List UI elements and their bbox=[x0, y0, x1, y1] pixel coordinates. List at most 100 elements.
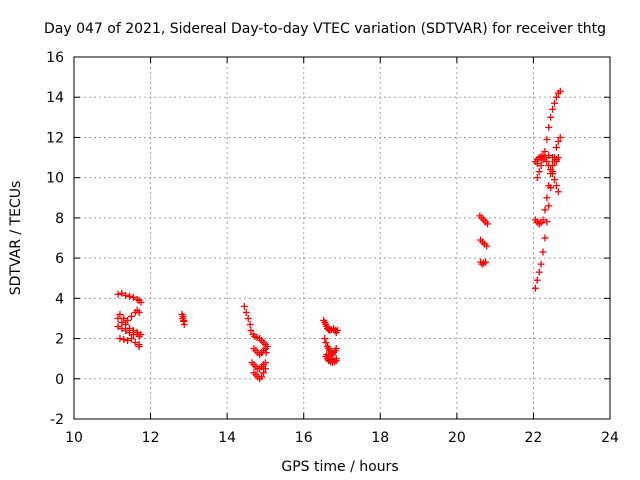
x-tick-label: 22 bbox=[525, 430, 543, 446]
x-tick-label: 24 bbox=[601, 430, 619, 446]
data-point bbox=[552, 93, 560, 101]
data-point bbox=[547, 170, 555, 178]
data-point bbox=[333, 327, 341, 335]
data-point bbox=[332, 355, 340, 363]
y-tick-label: 6 bbox=[55, 251, 64, 267]
chart-title: Day 047 of 2021, Sidereal Day-to-day VTE… bbox=[44, 21, 606, 37]
data-point bbox=[549, 105, 557, 113]
data-point bbox=[262, 349, 270, 357]
data-point bbox=[541, 148, 549, 156]
x-tick-label: 18 bbox=[371, 430, 389, 446]
data-point bbox=[180, 316, 188, 324]
data-point bbox=[483, 220, 491, 228]
y-tick-label: 8 bbox=[55, 211, 64, 227]
data-point bbox=[120, 336, 128, 344]
y-tick-label: 0 bbox=[55, 372, 64, 388]
y-tick-label: 2 bbox=[55, 332, 64, 348]
data-point bbox=[556, 133, 564, 141]
data-point bbox=[114, 314, 122, 322]
y-tick-label: 10 bbox=[46, 171, 64, 187]
data-point bbox=[118, 318, 126, 326]
data-point bbox=[549, 162, 557, 170]
data-point bbox=[547, 113, 555, 121]
y-tick-label: 4 bbox=[55, 291, 64, 307]
data-point bbox=[244, 314, 252, 322]
data-point bbox=[537, 156, 545, 164]
data-point bbox=[124, 337, 132, 345]
x-tick-label: 14 bbox=[218, 430, 236, 446]
data-point bbox=[556, 87, 564, 95]
x-axis-title: GPS time / hours bbox=[281, 459, 398, 475]
data-point bbox=[122, 327, 130, 335]
data-point bbox=[126, 292, 134, 300]
data-point bbox=[129, 293, 137, 301]
x-tick-label: 16 bbox=[295, 430, 313, 446]
data-point bbox=[482, 258, 490, 266]
data-point bbox=[126, 325, 134, 332]
data-point bbox=[124, 316, 132, 324]
y-axis-title: SDTVAR / TECUs bbox=[8, 181, 24, 296]
data-point bbox=[332, 345, 340, 353]
data-point bbox=[135, 308, 143, 316]
data-point bbox=[533, 160, 541, 168]
data-point bbox=[541, 154, 549, 162]
data-point bbox=[537, 260, 545, 268]
plot-frame bbox=[73, 56, 611, 420]
data-point bbox=[261, 345, 269, 353]
data-point bbox=[539, 216, 547, 224]
data-point bbox=[118, 325, 126, 332]
data-point bbox=[543, 194, 551, 202]
data-point bbox=[543, 135, 551, 143]
data-point bbox=[131, 339, 139, 347]
data-point bbox=[545, 202, 553, 210]
data-point bbox=[135, 343, 143, 351]
data-point bbox=[535, 220, 543, 228]
data-point bbox=[554, 137, 562, 145]
data-point bbox=[539, 248, 547, 256]
data-point bbox=[133, 329, 141, 337]
data-point bbox=[179, 312, 187, 320]
data-point bbox=[127, 335, 135, 343]
data-point bbox=[260, 369, 268, 377]
data-point bbox=[122, 320, 130, 328]
data-point bbox=[261, 359, 269, 367]
data-point bbox=[258, 373, 266, 381]
data-point bbox=[129, 327, 137, 335]
data-point bbox=[246, 320, 254, 328]
data-point bbox=[116, 335, 124, 343]
data-point bbox=[137, 331, 145, 339]
data-point bbox=[550, 99, 558, 107]
y-tick-label: 12 bbox=[46, 130, 64, 146]
data-point bbox=[118, 289, 126, 297]
data-point bbox=[535, 168, 543, 176]
data-point bbox=[543, 158, 551, 166]
y-tick-label: 16 bbox=[46, 50, 64, 66]
data-point bbox=[550, 176, 558, 184]
data-point bbox=[127, 312, 135, 320]
data-point bbox=[531, 284, 539, 292]
data-point bbox=[541, 206, 549, 214]
data-point bbox=[114, 290, 122, 298]
data-point bbox=[545, 123, 553, 131]
data-point bbox=[261, 365, 269, 373]
y-tick-label: -2 bbox=[50, 412, 64, 428]
data-point bbox=[533, 276, 541, 284]
data-point bbox=[321, 335, 329, 343]
data-point bbox=[533, 174, 541, 182]
x-tick-label: 10 bbox=[65, 430, 83, 446]
data-points bbox=[114, 87, 564, 383]
data-point bbox=[554, 188, 562, 196]
data-point bbox=[541, 234, 549, 242]
x-tick-label: 20 bbox=[448, 430, 466, 446]
grid-lines bbox=[74, 57, 610, 419]
data-point bbox=[116, 310, 124, 318]
x-tick-label: 12 bbox=[142, 430, 160, 446]
data-point bbox=[549, 154, 557, 162]
data-point bbox=[545, 152, 553, 160]
data-point bbox=[537, 162, 545, 170]
data-point bbox=[545, 182, 553, 190]
data-point bbox=[552, 182, 560, 190]
data-point bbox=[543, 218, 551, 226]
